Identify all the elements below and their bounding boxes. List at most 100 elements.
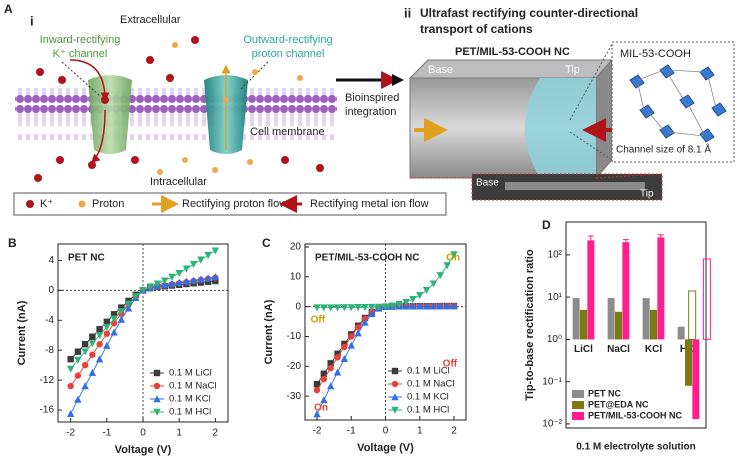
- y-tick-label: 10: [290, 271, 302, 282]
- channel-label: Inward-rectifying: [40, 34, 121, 46]
- marker: [161, 280, 169, 288]
- marker: [211, 273, 220, 281]
- arrow: [90, 109, 106, 164]
- marker: [66, 409, 75, 417]
- y-axis-label: Tip-to-base rectification ratio: [524, 249, 536, 401]
- y-tick-label: -10: [287, 331, 302, 342]
- marker: [88, 340, 97, 348]
- panel-label: A: [4, 2, 13, 16]
- marker: [422, 302, 431, 310]
- legend-label: Rectifying metal ion flow: [310, 198, 429, 210]
- marker: [204, 252, 212, 260]
- marker: [429, 302, 438, 310]
- channel-label: proton channel: [252, 48, 325, 60]
- marker: [391, 380, 399, 388]
- outline-bar: [702, 258, 711, 340]
- legend-label: PET/MIL-53-COOH NC: [588, 410, 683, 420]
- marker: [168, 273, 176, 281]
- mof-links: [637, 69, 717, 137]
- marker: [347, 341, 355, 349]
- marker: [212, 277, 219, 285]
- marker: [110, 320, 118, 327]
- mof-inset: [611, 41, 735, 163]
- legend-label: 0.1 M HCl: [169, 407, 211, 418]
- intracellular-label: Intracellular: [150, 176, 207, 188]
- legend-label: 0.1 M KCl: [407, 392, 449, 403]
- y-tick-label: 10⁰: [547, 334, 562, 345]
- y-tick-label: -8: [45, 345, 54, 356]
- marker: [103, 330, 111, 337]
- legend-label: 0.1 M NaCl: [407, 379, 455, 390]
- marker: [175, 278, 183, 286]
- x-tick-label: NaCl: [607, 344, 630, 355]
- marker: [320, 375, 328, 383]
- marker: [153, 395, 161, 403]
- marker: [313, 386, 321, 394]
- marker: [374, 303, 383, 311]
- marker: [409, 302, 417, 310]
- marker: [74, 348, 82, 355]
- marker: [361, 318, 369, 326]
- marker: [416, 302, 424, 310]
- marker: [117, 315, 125, 323]
- marker: [161, 277, 169, 285]
- x-tick-label: LiCl: [574, 344, 593, 355]
- marker: [74, 395, 82, 403]
- x-tick-label: 2: [213, 428, 219, 439]
- x-tick-label: -1: [347, 426, 356, 437]
- heading: transport of cations: [420, 22, 533, 36]
- marker: [81, 341, 89, 348]
- marker: [96, 326, 103, 333]
- panel-label: B: [8, 236, 17, 250]
- x-axis-label: Voltage (V): [357, 442, 414, 454]
- marker: [153, 408, 161, 416]
- marker: [326, 304, 335, 312]
- legend-swatch: [26, 200, 34, 208]
- marker: [139, 287, 147, 295]
- marker: [354, 329, 362, 337]
- mof-label: MIL-53-COOH: [620, 48, 691, 60]
- marker: [402, 298, 410, 306]
- bar: [650, 309, 657, 340]
- leader: [569, 43, 613, 121]
- x-tick-label: 1: [417, 426, 423, 437]
- marker: [391, 406, 399, 414]
- marker: [388, 302, 397, 310]
- y-tick-label: -30: [287, 391, 302, 402]
- k-channel: [88, 75, 132, 154]
- sem-rod: [505, 182, 645, 190]
- marker: [348, 333, 355, 340]
- annotation: On: [314, 402, 328, 413]
- marker: [197, 256, 205, 264]
- marker: [313, 304, 321, 312]
- legend-swatch: [78, 200, 86, 208]
- y-axis-label: Current (nA): [16, 300, 28, 365]
- x-tick-label: 2: [451, 426, 457, 437]
- subpanel-label: ii: [404, 5, 411, 20]
- x-tick-label: 1: [176, 428, 182, 439]
- panel-label: C: [262, 236, 271, 250]
- y-tick-label: 20: [290, 242, 302, 253]
- bar: [685, 339, 692, 386]
- legend-label: 0.1 M NaCl: [169, 381, 217, 392]
- marker: [327, 360, 334, 367]
- marker: [422, 287, 431, 295]
- marker: [189, 260, 198, 268]
- y-tick-label: 0: [48, 285, 54, 296]
- marker: [368, 303, 376, 311]
- marker: [368, 310, 376, 318]
- marker: [182, 265, 191, 273]
- x-tick-label: -2: [313, 426, 322, 437]
- leader: [595, 173, 663, 179]
- membrane-label: Cell membrane: [250, 126, 325, 138]
- marker: [450, 302, 458, 310]
- marker: [81, 361, 89, 369]
- membrane: [15, 88, 337, 140]
- marker: [354, 304, 362, 312]
- marker: [450, 251, 458, 259]
- y-tick-label: -16: [40, 405, 55, 416]
- legend-swatch: [572, 412, 584, 420]
- marker: [110, 311, 118, 318]
- integration-label: integration: [345, 106, 396, 118]
